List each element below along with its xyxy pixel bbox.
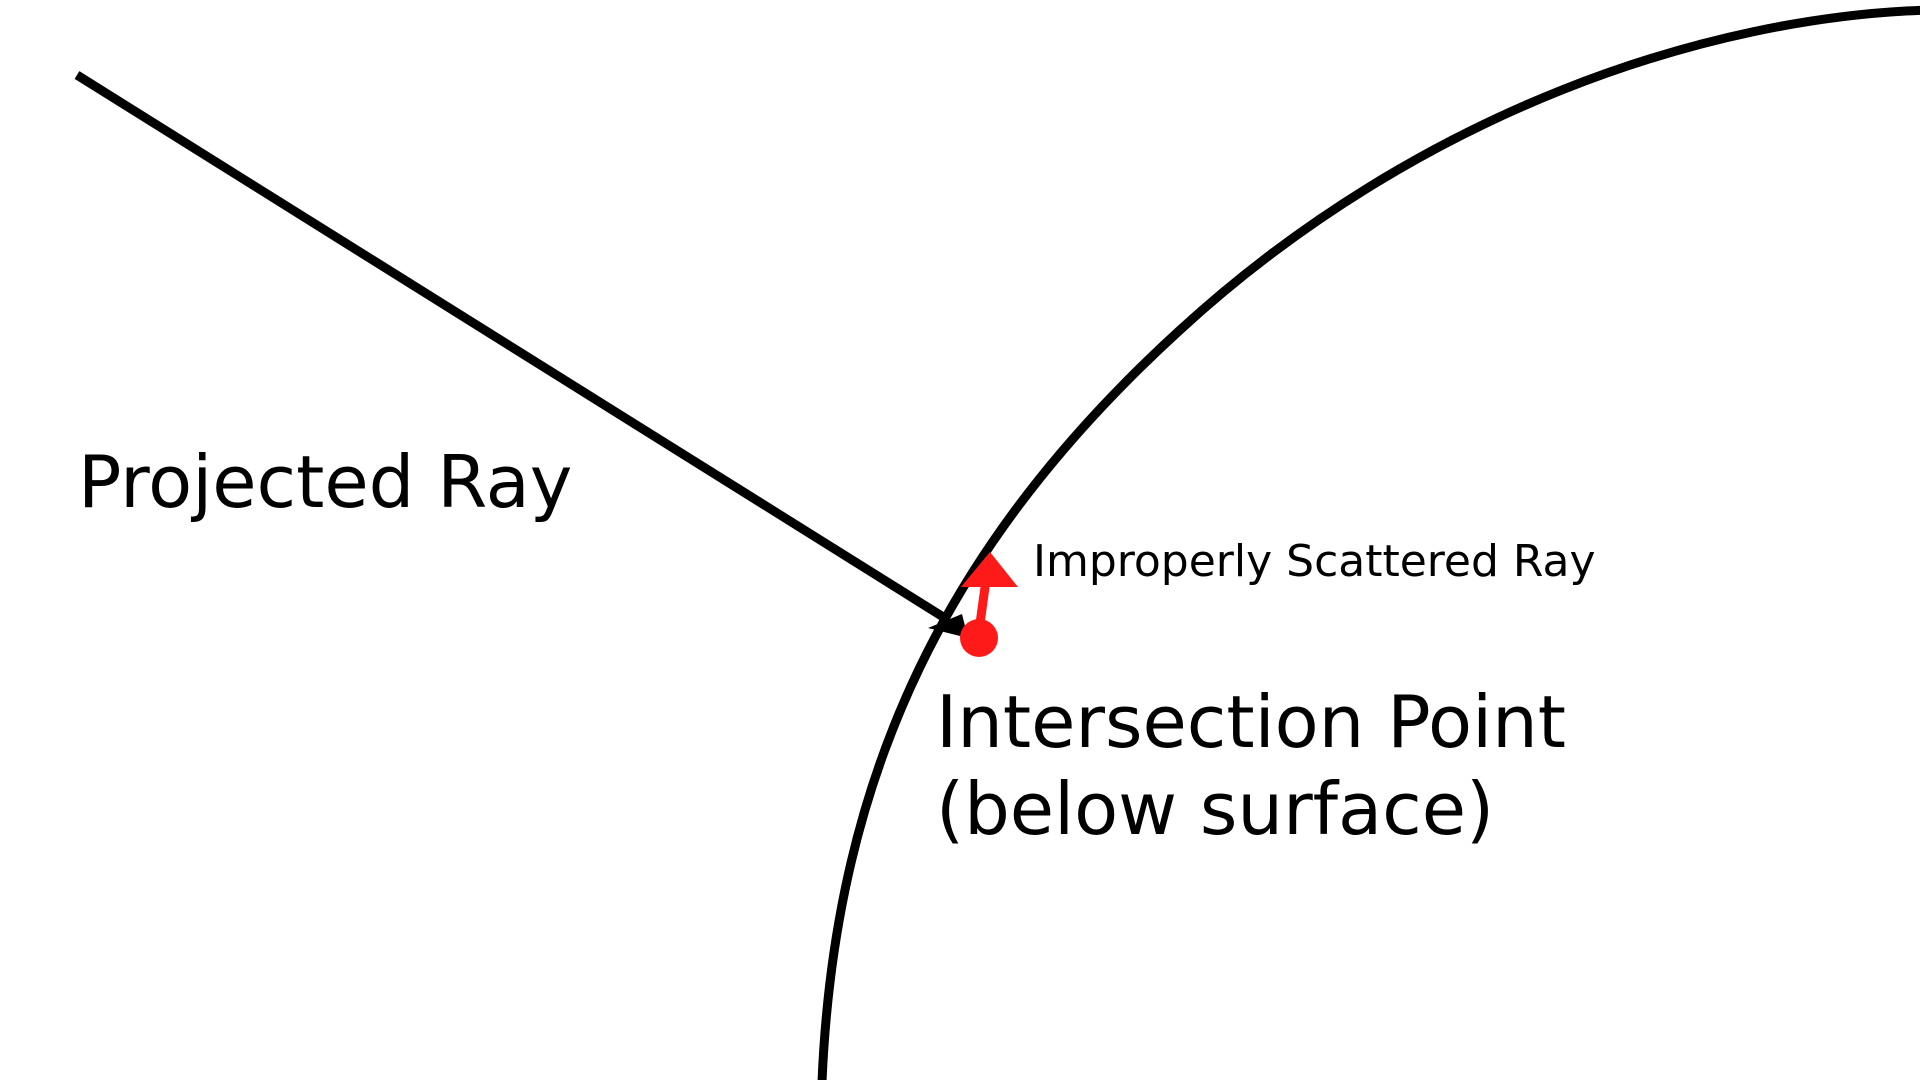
intersection-point-marker bbox=[960, 619, 998, 657]
projected-ray-line bbox=[74, 71, 951, 624]
projected-ray-arrowhead bbox=[928, 614, 968, 638]
intersection-point-label: Intersection Point bbox=[936, 680, 1566, 764]
scattered-ray-label: Improperly Scattered Ray bbox=[1033, 536, 1596, 587]
projected-ray-label: Projected Ray bbox=[78, 440, 572, 524]
scattered-ray-arrowhead bbox=[961, 552, 1018, 587]
surface-arc bbox=[817, 5, 1920, 1080]
intersection-point-sublabel: (below surface) bbox=[936, 767, 1494, 851]
